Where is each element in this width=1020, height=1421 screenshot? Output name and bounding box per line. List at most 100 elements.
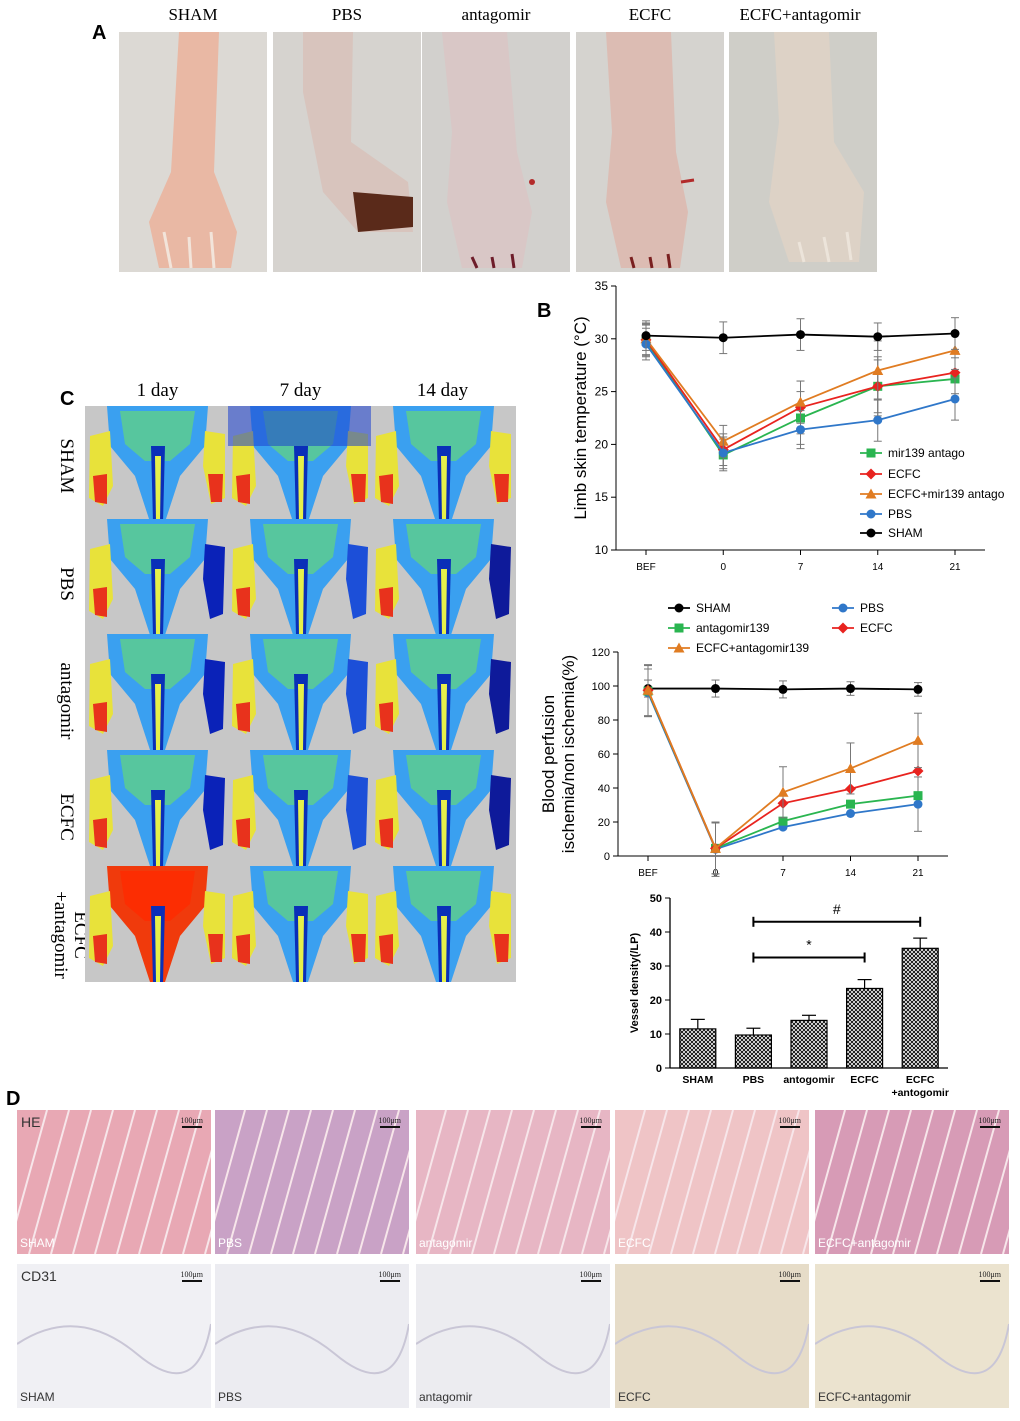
- ldi-tile: [371, 406, 516, 522]
- data-point: [718, 448, 728, 458]
- paw-photo-antagomir: [422, 32, 570, 272]
- x-tick-label: antogomir: [783, 1074, 834, 1086]
- histo-group-label: ECFC: [618, 1236, 651, 1250]
- ldi-tile: [85, 634, 230, 750]
- scale-bar: 100μm: [978, 1270, 1001, 1282]
- ldi-row-label-pbs: PBS: [56, 567, 77, 601]
- photo-label-pbs: PBS: [331, 5, 363, 24]
- y-tick-label: 40: [598, 783, 610, 795]
- data-point: [718, 333, 728, 343]
- scale-bar: 100μm: [378, 1116, 401, 1128]
- stain-label: HE: [21, 1114, 41, 1130]
- stain-label: CD31: [21, 1268, 57, 1284]
- x-tick-label: 21: [912, 868, 924, 879]
- ldi-tile: [228, 519, 373, 635]
- histo-group-label: ECFC: [618, 1390, 651, 1404]
- legend-label: ECFC+mir139 antago: [888, 487, 1005, 501]
- x-tick-label: BEF: [638, 868, 657, 879]
- y-tick-label: 60: [598, 749, 610, 761]
- photo-label-sham: SHAM: [168, 5, 218, 24]
- bar: [901, 947, 939, 1069]
- legend-label: ECFC: [888, 467, 921, 481]
- data-point: [641, 331, 651, 341]
- data-point: [846, 684, 855, 694]
- ldi-tile: [371, 866, 516, 982]
- scale-bar: 100μm: [180, 1270, 203, 1282]
- data-point: [642, 684, 654, 695]
- he-image-antagomir: 100μm antagomir: [416, 1110, 610, 1254]
- y-axis-label: ischemia/non ischemia(%): [559, 655, 578, 853]
- ldi-col-label-7: 7 day: [279, 380, 322, 401]
- legend-marker: [674, 623, 684, 633]
- ldi-tile: [85, 866, 230, 982]
- y-tick-label: 35: [595, 279, 609, 293]
- legend-label: mir139 antago: [888, 446, 965, 460]
- significance-label: #: [833, 901, 841, 917]
- chart-vessel-density: 0 10 20 30 40 50 Vessel density(/LP) SHAM PBS ant…: [629, 893, 949, 1099]
- x-tick-label: 7: [798, 562, 804, 573]
- photo-label-ecfc-antagomir: ECFC+antagomir: [739, 5, 861, 24]
- scale-bar: 100μm: [180, 1116, 203, 1128]
- x-tick-label: PBS: [743, 1074, 765, 1086]
- ldi-col-label-1: 1 day: [136, 380, 179, 401]
- legend-label: SHAM: [696, 601, 731, 615]
- bar: [734, 1034, 773, 1069]
- data-point: [950, 329, 960, 339]
- ldi-tile: [371, 519, 516, 635]
- significance-label: *: [806, 937, 812, 953]
- data-point: [778, 816, 788, 826]
- data-point: [711, 684, 720, 694]
- scale-bar: 100μm: [778, 1116, 801, 1128]
- x-tick-label: 7: [780, 868, 786, 879]
- x-tick-label: +antogomir: [891, 1087, 948, 1099]
- data-point: [846, 799, 855, 809]
- histo-group-label: antagomir: [419, 1236, 473, 1250]
- data-point: [950, 394, 960, 404]
- legend-label: ECFC+antagomir139: [696, 641, 809, 655]
- histo-group-label: PBS: [218, 1236, 243, 1250]
- data-point: [872, 364, 884, 375]
- x-tick-label: SHAM: [682, 1074, 713, 1086]
- data-point: [845, 762, 856, 773]
- legend-marker: [865, 468, 877, 480]
- paw-photo-ecfc: [576, 32, 724, 272]
- histo-group-label: PBS: [218, 1390, 243, 1404]
- x-tick-label: 14: [872, 562, 884, 573]
- data-point: [912, 765, 924, 777]
- legend-marker: [837, 622, 849, 634]
- ldi-tile: [85, 750, 230, 866]
- data-point: [912, 734, 924, 745]
- data-point: [949, 344, 961, 355]
- he-image-ecfc-antagomir: 100μm ECFC+antagomir: [815, 1110, 1009, 1254]
- cd31-image-antagomir: 100μm antagomir: [416, 1264, 610, 1408]
- data-point: [796, 330, 805, 340]
- cd31-image-ecfc: 100μm ECFC: [615, 1264, 809, 1408]
- y-tick-label: 20: [595, 437, 609, 451]
- scale-bar: 100μm: [778, 1270, 801, 1282]
- legend-marker: [673, 642, 685, 653]
- legend-marker: [866, 528, 876, 538]
- data-point: [873, 415, 883, 425]
- ldi-tile: [228, 750, 373, 866]
- ldi-tile: [228, 406, 373, 522]
- legend-marker: [838, 603, 848, 613]
- scale-bar: 100μm: [378, 1270, 401, 1282]
- x-tick-label: ECFC: [850, 1074, 879, 1086]
- ldi-tile: [85, 406, 230, 522]
- y-tick-label: 10: [650, 1029, 662, 1041]
- x-tick-label: BEF: [636, 562, 655, 573]
- legend-marker: [866, 448, 876, 458]
- x-tick-label: 21: [949, 562, 961, 573]
- he-image-pbs: 100μm PBS: [215, 1110, 409, 1254]
- histo-group-label: antagomir: [419, 1390, 473, 1404]
- data-point: [846, 809, 855, 818]
- scale-bar: 100μm: [978, 1116, 1001, 1128]
- paw-photo-ecfc-antagomir: [729, 32, 877, 272]
- ldi-row-label-ecfc-antagomir: ECFC +antagomir: [50, 891, 91, 979]
- ldi-tile: [228, 866, 373, 982]
- histo-group-label: ECFC+antagomir: [818, 1390, 912, 1404]
- y-tick-label: 20: [650, 995, 662, 1007]
- y-tick-label: 80: [598, 715, 610, 727]
- legend-label: SHAM: [888, 526, 923, 540]
- y-tick-label: 0: [656, 1063, 662, 1075]
